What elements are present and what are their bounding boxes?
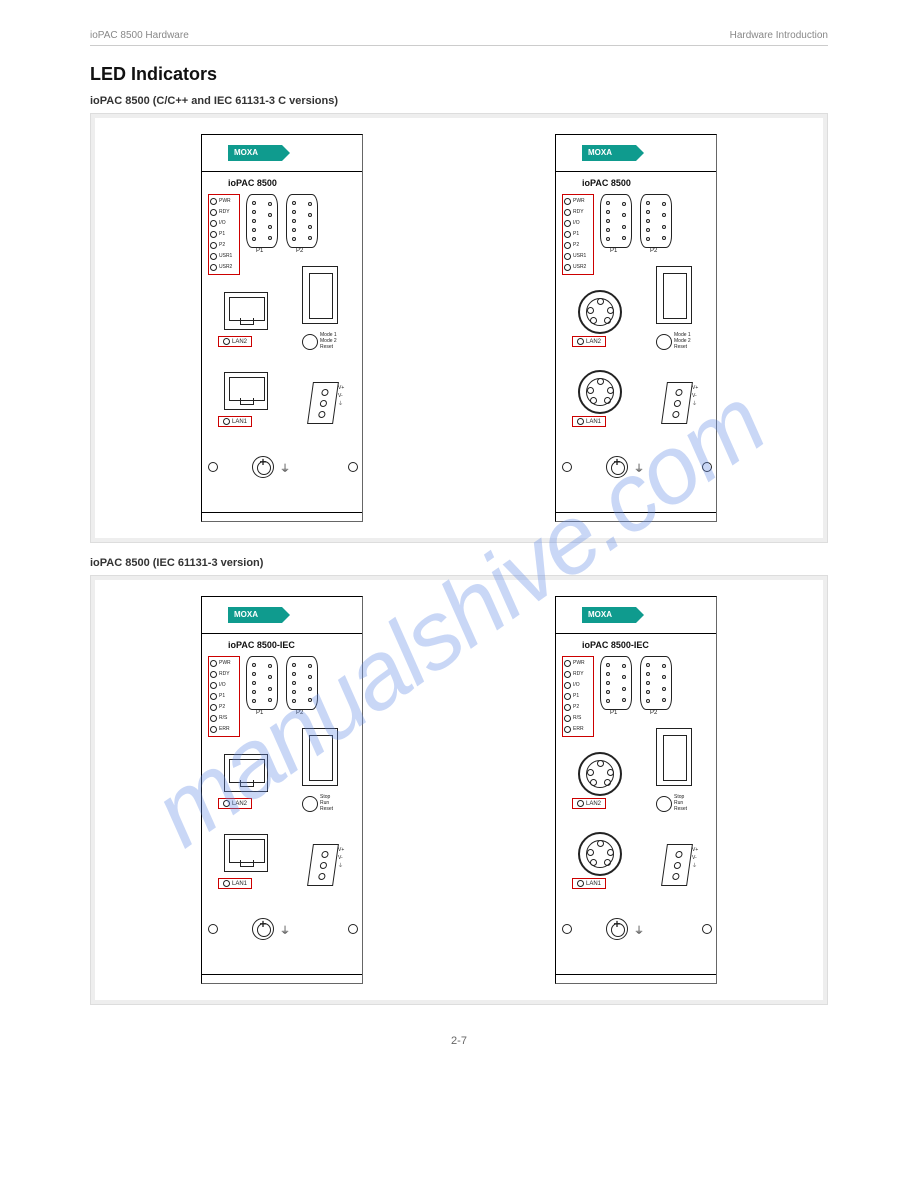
sd-slot bbox=[656, 266, 692, 324]
screw-icon bbox=[348, 924, 358, 934]
terminal-labels: V+V-⏚ bbox=[338, 384, 344, 408]
rj45-port bbox=[224, 372, 268, 410]
port-label: P1 bbox=[610, 248, 617, 254]
switch-labels: Mode 1Mode 2Reset bbox=[320, 332, 337, 350]
moxa-logo-tab: MOXA bbox=[228, 145, 282, 161]
rj45-port bbox=[224, 754, 268, 792]
switch-labels: StopRunReset bbox=[674, 794, 687, 812]
power-terminal bbox=[307, 844, 339, 886]
page-header: ioPAC 8500 Hardware Hardware Introductio… bbox=[90, 30, 828, 46]
mode-switch bbox=[302, 334, 318, 350]
lan2-label-box: LAN2 bbox=[572, 798, 606, 809]
screw-icon bbox=[208, 924, 218, 934]
subsection-title: ioPAC 8500 (IEC 61131-3 version) bbox=[90, 557, 828, 569]
lan2-label-box: LAN2 bbox=[218, 798, 252, 809]
db9-port bbox=[286, 656, 318, 710]
db9-port bbox=[286, 194, 318, 248]
led-indicator-box: PWRRDYI/OP1P2R/SERR bbox=[208, 656, 240, 737]
header-left: ioPAC 8500 Hardware bbox=[90, 30, 189, 41]
model-label: ioPAC 8500 bbox=[228, 178, 277, 188]
screw-icon bbox=[702, 462, 712, 472]
screw-icon bbox=[702, 924, 712, 934]
device-grid: MOXA ioPAC 8500 PWRRDYI/OP1P2USR1USR2 P1 P2 L… bbox=[90, 113, 828, 543]
rj45-port bbox=[224, 292, 268, 330]
terminal-labels: V+V-⏚ bbox=[692, 384, 698, 408]
led-indicator-box: PWRRDYI/OP1P2USR1USR2 bbox=[208, 194, 240, 275]
model-label: ioPAC 8500-IEC bbox=[228, 640, 295, 650]
moxa-logo-tab: MOXA bbox=[582, 607, 636, 623]
screw-icon bbox=[348, 462, 358, 472]
led-indicator-box: PWRRDYI/OP1P2USR1USR2 bbox=[562, 194, 594, 275]
lan1-label-box: LAN1 bbox=[572, 878, 606, 889]
lan2-label-box: LAN2 bbox=[218, 336, 252, 347]
device-panel: MOXA ioPAC 8500 PWRRDYI/OP1P2USR1USR2 P1 P2 L… bbox=[201, 134, 363, 522]
mode-switch bbox=[656, 796, 672, 812]
port-label: P2 bbox=[296, 710, 303, 716]
port-label: P2 bbox=[650, 710, 657, 716]
device-panel: MOXA ioPAC 8500-IEC PWRRDYI/OP1P2R/SERR P1 P… bbox=[201, 596, 363, 984]
ground-icon: ⏚ bbox=[280, 460, 290, 475]
subsection-title: ioPAC 8500 (C/C++ and IEC 61131-3 C vers… bbox=[90, 95, 828, 107]
ground-screw bbox=[252, 456, 274, 478]
device-panel: MOXA ioPAC 8500-IEC PWRRDYI/OP1P2R/SERR P1 P… bbox=[555, 596, 717, 984]
mode-switch bbox=[656, 334, 672, 350]
sd-slot bbox=[656, 728, 692, 786]
terminal-labels: V+V-⏚ bbox=[338, 846, 344, 870]
ground-screw bbox=[252, 918, 274, 940]
m12-connector bbox=[578, 290, 622, 334]
sd-slot bbox=[302, 266, 338, 324]
mode-switch bbox=[302, 796, 318, 812]
lan1-label-box: LAN1 bbox=[218, 878, 252, 889]
model-label: ioPAC 8500-IEC bbox=[582, 640, 649, 650]
terminal-labels: V+V-⏚ bbox=[692, 846, 698, 870]
port-label: P1 bbox=[256, 710, 263, 716]
screw-icon bbox=[562, 462, 572, 472]
model-label: ioPAC 8500 bbox=[582, 178, 631, 188]
page-footer: 2-7 bbox=[90, 1035, 828, 1047]
header-right: Hardware Introduction bbox=[730, 30, 828, 41]
moxa-logo-tab: MOXA bbox=[582, 145, 636, 161]
screw-icon bbox=[562, 924, 572, 934]
device-panel: MOXA ioPAC 8500 PWRRDYI/OP1P2USR1USR2 P1 P2 L… bbox=[555, 134, 717, 522]
db9-port bbox=[640, 656, 672, 710]
m12-connector bbox=[578, 832, 622, 876]
ground-icon: ⏚ bbox=[634, 922, 644, 937]
lan1-label-box: LAN1 bbox=[572, 416, 606, 427]
power-terminal bbox=[661, 844, 693, 886]
db9-port bbox=[640, 194, 672, 248]
ground-screw bbox=[606, 456, 628, 478]
lan1-label-box: LAN1 bbox=[218, 416, 252, 427]
port-label: P2 bbox=[296, 248, 303, 254]
m12-connector bbox=[578, 370, 622, 414]
db9-port bbox=[600, 194, 632, 248]
port-label: P2 bbox=[650, 248, 657, 254]
ground-icon: ⏚ bbox=[280, 922, 290, 937]
db9-port bbox=[246, 194, 278, 248]
power-terminal bbox=[661, 382, 693, 424]
db9-port bbox=[600, 656, 632, 710]
moxa-logo-tab: MOXA bbox=[228, 607, 282, 623]
switch-labels: Mode 1Mode 2Reset bbox=[674, 332, 691, 350]
led-indicator-box: PWRRDYI/OP1P2R/SERR bbox=[562, 656, 594, 737]
switch-labels: StopRunReset bbox=[320, 794, 333, 812]
rj45-port bbox=[224, 834, 268, 872]
sd-slot bbox=[302, 728, 338, 786]
ground-screw bbox=[606, 918, 628, 940]
port-label: P1 bbox=[610, 710, 617, 716]
power-terminal bbox=[307, 382, 339, 424]
port-label: P1 bbox=[256, 248, 263, 254]
device-grid: MOXA ioPAC 8500-IEC PWRRDYI/OP1P2R/SERR P1 P… bbox=[90, 575, 828, 1005]
ground-icon: ⏚ bbox=[634, 460, 644, 475]
screw-icon bbox=[208, 462, 218, 472]
db9-port bbox=[246, 656, 278, 710]
lan2-label-box: LAN2 bbox=[572, 336, 606, 347]
m12-connector bbox=[578, 752, 622, 796]
section-title: LED Indicators bbox=[90, 64, 828, 85]
